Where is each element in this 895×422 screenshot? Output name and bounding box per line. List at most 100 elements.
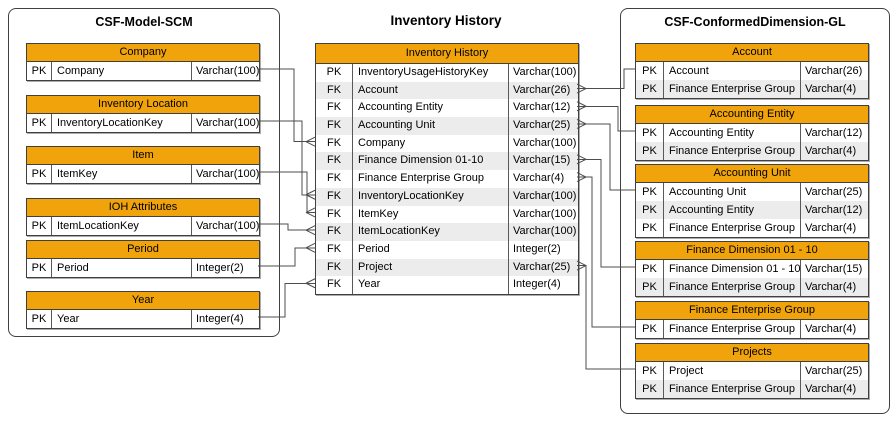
field-name-cell: InventoryLocationKey: [52, 114, 192, 132]
field-name-cell: ItemKey: [52, 165, 192, 183]
field-key-cell: PK: [636, 183, 664, 201]
field-key-cell: FK: [316, 170, 353, 188]
field-row-itemlocationkey: PK ItemLocationKey Varchar(100): [27, 217, 259, 235]
field-name-cell: Company: [52, 62, 192, 80]
field-key-cell: PK: [636, 142, 664, 160]
entity-table-ioh-attributes: IOH Attributes PK ItemLocationKey Varchar(1…: [26, 198, 260, 236]
field-name-cell: ItemLocationKey: [353, 223, 509, 241]
field-name-cell: ItemKey: [353, 205, 509, 224]
field-type-cell: Varchar(15): [805, 263, 863, 275]
field-type-cell: Varchar(100): [513, 207, 577, 220]
field-row-account: PK Account Varchar(26): [636, 62, 868, 80]
field-type-cell: Varchar(100): [196, 117, 259, 129]
field-type-cell: Varchar(4): [805, 383, 857, 395]
entity-table-title: Item: [27, 147, 259, 165]
entity-table-item: Item PK ItemKey Varchar(100): [26, 146, 260, 184]
entity-table-title: Inventory Location: [27, 96, 259, 114]
field-key-cell: PK: [636, 62, 664, 80]
field-row-accounting-unit: PK Accounting Unit Varchar(25): [636, 183, 868, 201]
field-key-cell: FK: [316, 99, 353, 118]
field-row-itemkey: PK ItemKey Varchar(100): [27, 165, 259, 183]
field-key-cell: PK: [636, 80, 664, 98]
field-type-cell: Varchar(25): [805, 365, 863, 377]
entity-table-title: Projects: [636, 344, 868, 362]
field-row-finance-enterprise-group: PK Finance Enterprise Group Varchar(4): [636, 219, 868, 237]
field-type-cell: Varchar(26): [805, 65, 863, 77]
field-row-project: FK Project Varchar(25): [316, 258, 578, 277]
field-name-cell: InventoryUsageHistoryKey: [353, 64, 509, 82]
entity-table-title: Accounting Unit: [636, 165, 868, 183]
field-key-cell: FK: [316, 134, 353, 153]
entity-table-accounting-entity: Accounting Entity PK Accounting Entity Varc…: [635, 105, 869, 161]
field-row-account: FK Account Varchar(26): [316, 81, 578, 100]
field-row-itemkey: FK ItemKey Varchar(100): [316, 205, 578, 224]
field-row-project: PK Project Varchar(25): [636, 362, 868, 380]
entity-table-title: Account: [636, 44, 868, 62]
field-name-cell: Accounting Entity: [353, 99, 509, 118]
field-name-cell: ItemLocationKey: [52, 217, 192, 235]
field-type-cell: Varchar(15): [513, 154, 571, 167]
field-type-cell: Varchar(12): [805, 204, 863, 216]
entity-table-accounting-unit: Accounting Unit PK Accounting Unit Varchar(…: [635, 164, 869, 238]
field-row-finance-enterprise-group: PK Finance Enterprise Group Varchar(4): [636, 80, 868, 98]
entity-table-finance-enterprise-group: Finance Enterprise Group PK Finance Enterp…: [635, 301, 869, 339]
field-key-cell: FK: [316, 205, 353, 224]
field-row-finance-enterprise-group: FK Finance Enterprise Group Varchar(4): [316, 170, 578, 188]
field-key-cell: PK: [27, 62, 52, 80]
field-key-cell: PK: [636, 278, 664, 296]
field-row-finance-dimension-01-10: PK Finance Dimension 01 - 10 Varchar(15): [636, 260, 868, 278]
field-key-cell: FK: [316, 117, 353, 135]
field-name-cell: Finance Enterprise Group: [664, 142, 801, 160]
field-row-finance-enterprise-group: PK Finance Enterprise Group Varchar(4): [636, 320, 868, 338]
field-name-cell: InventoryLocationKey: [353, 187, 509, 206]
field-name-cell: Accounting Entity: [664, 124, 801, 142]
field-type-cell: Varchar(4): [805, 323, 857, 335]
field-row-year: PK Year Integer(4): [27, 310, 259, 328]
entity-table-title: Inventory History: [316, 44, 578, 64]
field-name-cell: Finance Enterprise Group: [353, 170, 509, 188]
field-row-accounting-entity: PK Accounting Entity Varchar(12): [636, 124, 868, 142]
field-row-inventorylocationkey: PK InventoryLocationKey Varchar(100): [27, 114, 259, 132]
field-type-cell: Varchar(100): [196, 65, 259, 77]
field-name-cell: Year: [353, 276, 509, 294]
field-key-cell: FK: [316, 276, 353, 294]
field-row-accounting-entity: FK Accounting Entity Varchar(12): [316, 99, 578, 118]
field-name-cell: Account: [353, 81, 509, 100]
field-name-cell: Finance Dimension 01 - 10: [664, 260, 801, 278]
field-name-cell: Project: [353, 258, 509, 277]
field-row-inventorylocationkey: FK InventoryLocationKey Varchar(100): [316, 187, 578, 206]
field-row-itemlocationkey: FK ItemLocationKey Varchar(100): [316, 223, 578, 241]
field-type-cell: Varchar(4): [805, 83, 857, 95]
field-name-cell: Company: [353, 134, 509, 153]
entity-table-year: Year PK Year Integer(4): [26, 291, 260, 329]
field-key-cell: PK: [316, 64, 353, 82]
field-type-cell: Integer(2): [196, 262, 244, 274]
field-key-cell: PK: [27, 114, 52, 132]
entity-table-title: Finance Enterprise Group: [636, 302, 868, 320]
field-type-cell: Varchar(25): [805, 186, 863, 198]
group-title-csf-model-scm: CSF-Model-SCM: [95, 15, 193, 29]
diagram-title: Inventory History: [390, 13, 502, 28]
field-key-cell: PK: [636, 124, 664, 142]
field-key-cell: FK: [316, 81, 353, 100]
field-name-cell: Finance Enterprise Group: [664, 219, 801, 237]
field-key-cell: PK: [636, 320, 664, 338]
field-type-cell: Varchar(12): [513, 101, 571, 114]
field-name-cell: Finance Enterprise Group: [664, 80, 801, 98]
entity-table-company: Company PK Company Varchar(100): [26, 43, 260, 81]
field-name-cell: Period: [52, 259, 192, 277]
entity-table-title: Year: [27, 292, 259, 310]
field-key-cell: PK: [27, 310, 52, 328]
field-name-cell: Finance Dimension 01-10: [353, 152, 509, 171]
field-row-period: PK Period Integer(2): [27, 259, 259, 277]
field-row-finance-dimension-01-10: FK Finance Dimension 01-10 Varchar(15): [316, 152, 578, 171]
field-name-cell: Accounting Unit: [664, 183, 801, 201]
field-type-cell: Varchar(4): [805, 281, 857, 293]
field-name-cell: Year: [52, 310, 192, 328]
field-key-cell: FK: [316, 152, 353, 171]
field-key-cell: PK: [636, 380, 664, 398]
field-key-cell: PK: [636, 201, 664, 219]
field-key-cell: PK: [636, 219, 664, 237]
entity-table-title: Period: [27, 241, 259, 259]
